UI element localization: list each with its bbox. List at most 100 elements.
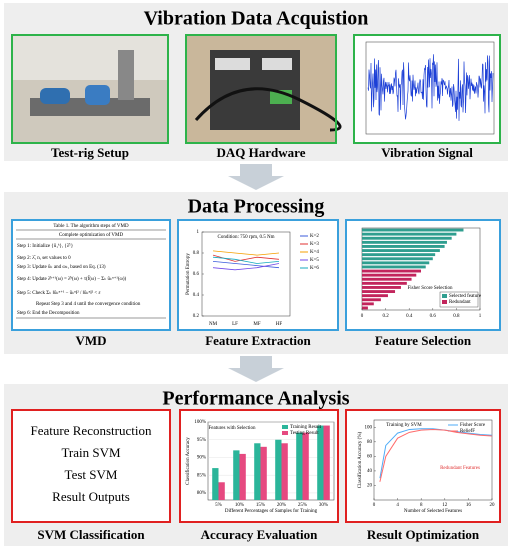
- label: K=3: [310, 242, 319, 247]
- plot-frame: [373, 419, 493, 501]
- label: 0.4: [193, 293, 200, 298]
- label: Table 1. The algorithm steps of VMD: [53, 224, 129, 229]
- label: Feature Reconstruction: [31, 423, 152, 438]
- label: 10%: [235, 503, 244, 508]
- bar: [362, 286, 401, 289]
- label: Step 4: Update λ̂ⁿ⁺¹(ω) = λ̂ⁿ(ω) + τ(f̂(…: [17, 276, 127, 282]
- label: Test SVM: [65, 467, 118, 482]
- label: MF: [253, 322, 260, 327]
- label: Redundant Features: [440, 466, 480, 471]
- label: Step 6: End the Decomposition: [17, 311, 80, 316]
- label: 100%: [194, 420, 206, 425]
- daq-photo: [186, 35, 342, 143]
- label: 1: [479, 314, 482, 319]
- label: Redundant: [449, 300, 471, 305]
- label: 80: [367, 440, 373, 445]
- bar: [362, 245, 445, 248]
- label: K=2: [310, 234, 319, 239]
- label: 25%: [298, 503, 307, 508]
- label: Fisher Score: [460, 423, 486, 428]
- bar: [362, 273, 417, 277]
- section-title: Performance Analysis: [162, 388, 349, 410]
- bar: [275, 439, 282, 500]
- label: 20: [490, 503, 496, 508]
- label: Result Optimization: [367, 527, 480, 542]
- line: [212, 250, 280, 256]
- label: 5%: [215, 503, 222, 508]
- bar: [362, 281, 407, 285]
- label: K=4: [310, 250, 319, 255]
- bar: [362, 232, 457, 236]
- label: 100: [365, 425, 373, 430]
- bar: [362, 240, 447, 244]
- bar: [233, 450, 240, 500]
- label: Training by SVM: [386, 423, 422, 428]
- label: Training Result: [290, 425, 322, 430]
- label: Feature Extraction: [205, 333, 311, 348]
- label: Step 5: Check Σₖ ‖ûₖⁿ⁺¹ − ûₖⁿ‖² / ‖ûₖⁿ‖²…: [17, 290, 101, 296]
- test-rig-photo: [12, 35, 168, 143]
- label: 0.4: [406, 314, 413, 319]
- axis-title: Classification Accuracy (%): [358, 431, 363, 488]
- label: 4: [396, 503, 399, 508]
- label: 0.2: [193, 314, 200, 319]
- label: ReliefF: [460, 429, 475, 434]
- arrow: [228, 356, 284, 382]
- bar: [362, 249, 440, 252]
- bar: [239, 453, 246, 500]
- label: 30%: [319, 503, 328, 508]
- bar: [362, 269, 421, 273]
- bar: [362, 253, 436, 257]
- bar: [218, 482, 225, 500]
- label: 0.8: [453, 314, 460, 319]
- line: [212, 263, 280, 271]
- label: 1: [197, 230, 200, 235]
- label: Repeat Step 3 and 4 until the convergenc…: [36, 302, 141, 307]
- bar: [296, 432, 303, 500]
- bar: [362, 236, 452, 240]
- label: Vibration Signal: [381, 145, 473, 160]
- bar: [254, 443, 261, 500]
- label: 60: [367, 455, 373, 460]
- axis-title: Permutation Entropy: [186, 253, 191, 295]
- bar: [362, 261, 430, 265]
- label: Fisher Score Selection: [408, 286, 453, 291]
- bar: [362, 306, 368, 310]
- label: 0: [373, 503, 376, 508]
- label: Step 2: λ̂, n, set values to 0: [17, 256, 71, 261]
- label: Step 1: Initialize {û₁ᵏ}, {λ̂¹}: [17, 243, 73, 249]
- line: [212, 261, 280, 269]
- arrow: [228, 164, 284, 190]
- label: 0.6: [430, 314, 437, 319]
- bar: [362, 298, 381, 302]
- label: Result Outputs: [52, 489, 130, 504]
- bar: [317, 425, 324, 500]
- label: 20%: [277, 503, 286, 508]
- label: HF: [276, 322, 283, 327]
- line: [379, 428, 493, 479]
- bar: [362, 302, 374, 306]
- section-title: Data Processing: [188, 196, 325, 218]
- signal-image: [354, 35, 500, 143]
- bar: [323, 425, 330, 500]
- bar: [362, 265, 426, 269]
- label: K=5: [310, 258, 319, 263]
- label: Test-rig Setup: [51, 145, 129, 160]
- label: Testing Result: [290, 431, 319, 436]
- label: 85%: [197, 473, 206, 478]
- label: 12: [442, 503, 448, 508]
- label: Condition: 750 rpm, 0.5 Nm: [218, 235, 275, 240]
- label: 8: [420, 503, 423, 508]
- label: LF: [232, 322, 238, 327]
- label: Train SVM: [61, 445, 121, 460]
- bar: [212, 468, 219, 500]
- plot-frame: [361, 227, 481, 311]
- label: Number of Selected Features: [404, 509, 462, 514]
- bar: [281, 443, 288, 500]
- legend-swatch: [442, 300, 447, 304]
- label: Accuracy Evaluation: [201, 527, 318, 542]
- label: 90%: [197, 456, 206, 461]
- label: DAQ Hardware: [217, 145, 306, 160]
